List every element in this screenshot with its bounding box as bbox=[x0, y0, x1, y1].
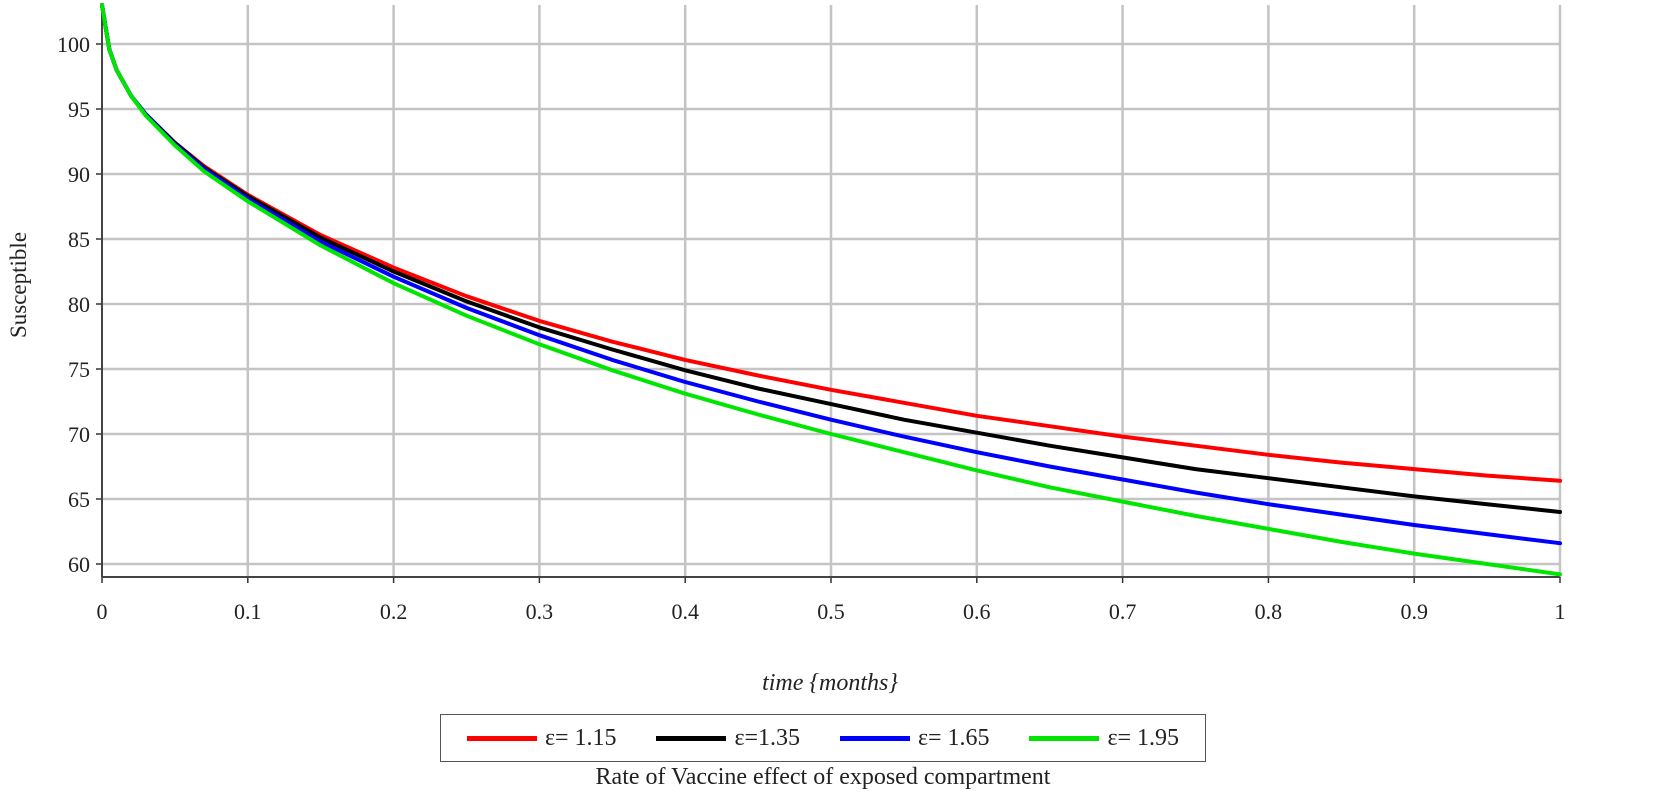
legend-label: ε=1.35 bbox=[734, 724, 801, 751]
y-tick-label: 75 bbox=[68, 357, 90, 382]
x-tick-label: 0.5 bbox=[817, 599, 845, 624]
axes bbox=[96, 5, 1561, 583]
x-tick-label: 0.7 bbox=[1109, 599, 1137, 624]
x-tick-label: 0.4 bbox=[671, 599, 699, 624]
legend-swatch bbox=[839, 735, 910, 741]
x-tick-label: 0.8 bbox=[1255, 599, 1283, 624]
y-tick-label: 65 bbox=[68, 487, 90, 512]
y-tick-label: 70 bbox=[68, 422, 90, 447]
y-axis-label: Susceptible bbox=[6, 232, 31, 338]
x-tick-labels: 0 0.1 0.2 0.3 0.4 0.5 0.6 0.7 0.8 0.9 1 bbox=[97, 599, 1566, 624]
legend-title: Rate of Vaccine effect of exposed compar… bbox=[595, 764, 1051, 790]
series-line bbox=[100, 3, 1562, 577]
legend-item: ε= 1.95 bbox=[1029, 725, 1179, 752]
legend-swatch bbox=[466, 735, 537, 741]
y-tick-label: 95 bbox=[68, 97, 90, 122]
grid-lines bbox=[102, 5, 1562, 577]
legend-item: ε= 1.65 bbox=[839, 724, 990, 752]
legend-label: ε= 1.65 bbox=[917, 724, 990, 751]
legend-item: ε= 1.15 bbox=[466, 724, 617, 752]
legend-swatch bbox=[656, 735, 727, 741]
series-lines bbox=[100, 3, 1562, 577]
y-tick-label: 80 bbox=[68, 292, 90, 317]
legend-label: ε= 1.95 bbox=[1107, 724, 1180, 751]
x-tick-label: 0.1 bbox=[234, 599, 262, 624]
x-tick-label: 0 bbox=[97, 599, 108, 624]
y-tick-label: 100 bbox=[57, 32, 90, 57]
legend-swatch bbox=[1029, 735, 1100, 741]
x-tick-label: 1 bbox=[1555, 599, 1566, 624]
y-tick-label: 60 bbox=[68, 552, 90, 577]
y-tick-labels: 60 65 70 75 80 85 90 95 100 bbox=[57, 32, 90, 577]
x-axis-label: time {months} bbox=[762, 670, 898, 696]
x-tick-label: 0.6 bbox=[963, 599, 991, 624]
x-tick-label: 0.2 bbox=[380, 599, 408, 624]
legend-label: ε= 1.15 bbox=[544, 724, 617, 751]
y-tick-label: 90 bbox=[68, 162, 90, 187]
legend: ε= 1.15 ε=1.35 ε= 1.65 ε= 1.95 bbox=[440, 714, 1206, 762]
x-tick-label: 0.3 bbox=[526, 599, 554, 624]
x-tick-label: 0.9 bbox=[1400, 599, 1428, 624]
legend-item: ε=1.35 bbox=[656, 725, 800, 752]
y-tick-label: 85 bbox=[68, 227, 90, 252]
